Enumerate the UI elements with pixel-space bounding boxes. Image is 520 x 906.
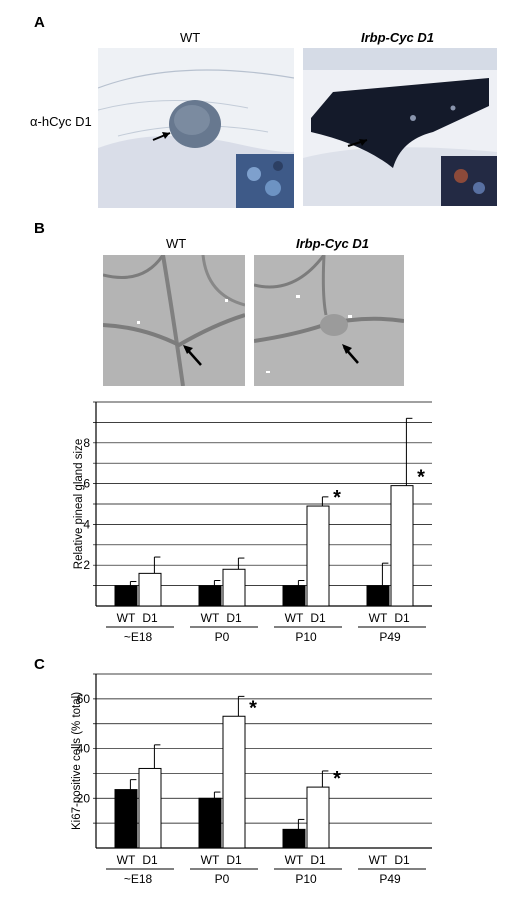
panel-b-mutant-title: Irbp-Cyc D1 xyxy=(296,236,369,251)
photo-b-mutant xyxy=(254,255,404,386)
bar-label: WT xyxy=(285,853,304,867)
bar-d1 xyxy=(306,505,330,607)
bar-label: D1 xyxy=(394,611,410,625)
y-axis-label: Ki67-positive cells (% total) xyxy=(71,692,83,830)
significance-star: * xyxy=(249,697,257,719)
micrograph-a-wt xyxy=(98,48,294,208)
group-label: ~E18 xyxy=(124,630,153,644)
bar-label: WT xyxy=(117,853,136,867)
panel-b-letter: B xyxy=(34,220,45,237)
panel-c-letter: C xyxy=(34,656,45,673)
y-axis-label: Relative pineal gland size xyxy=(73,439,85,569)
bar-label: D1 xyxy=(310,853,326,867)
bar-d1 xyxy=(222,568,246,607)
bar-wt xyxy=(366,585,390,607)
panel-a-wt-title: WT xyxy=(180,30,201,45)
bar-label: WT xyxy=(369,853,388,867)
micrograph-a-mutant xyxy=(303,48,497,206)
group-label: P0 xyxy=(215,872,230,886)
bar-label: WT xyxy=(369,611,388,625)
group-label: P10 xyxy=(295,630,317,644)
bar-wt xyxy=(198,585,222,607)
y-tick-label: 8 xyxy=(83,436,90,450)
bar-wt xyxy=(114,585,138,607)
bar-label: D1 xyxy=(226,853,242,867)
y-tick-label: 40 xyxy=(77,742,91,756)
bar-label: WT xyxy=(285,611,304,625)
y-tick-label: 4 xyxy=(83,517,90,531)
bar-d1 xyxy=(138,767,162,849)
y-tick-label: 60 xyxy=(77,692,91,706)
group-label: P49 xyxy=(379,872,401,886)
y-tick-label: 20 xyxy=(77,791,91,805)
bar-d1 xyxy=(390,485,414,607)
bar-label: WT xyxy=(117,611,136,625)
bar-label: D1 xyxy=(142,853,158,867)
group-label: P49 xyxy=(379,630,401,644)
bar-d1 xyxy=(222,715,246,849)
group-label: P10 xyxy=(295,872,317,886)
panel-a-letter: A xyxy=(34,14,45,31)
significance-star: * xyxy=(333,768,341,790)
panel-a-row-label: α-hCyc D1 xyxy=(30,114,92,129)
bar-label: D1 xyxy=(310,611,326,625)
bar-wt xyxy=(198,797,222,849)
significance-star: * xyxy=(417,467,425,489)
bar-label: D1 xyxy=(394,853,410,867)
group-label: P0 xyxy=(215,630,230,644)
group-label: ~E18 xyxy=(124,872,153,886)
bar-d1 xyxy=(306,786,330,849)
bar-label: WT xyxy=(201,853,220,867)
y-tick-label: 2 xyxy=(83,558,90,572)
panel-a-mutant-title: Irbp-Cyc D1 xyxy=(361,30,434,45)
bar-wt xyxy=(282,585,306,607)
bar-wt xyxy=(282,828,306,849)
photo-b-wt xyxy=(103,255,245,386)
bar-label: D1 xyxy=(142,611,158,625)
y-tick-label: 6 xyxy=(83,477,90,491)
bar-d1 xyxy=(138,572,162,607)
significance-star: * xyxy=(333,487,341,509)
panel-b-wt-title: WT xyxy=(166,236,187,251)
bar-label: WT xyxy=(201,611,220,625)
bar-wt xyxy=(114,789,138,849)
bar-label: D1 xyxy=(226,611,242,625)
